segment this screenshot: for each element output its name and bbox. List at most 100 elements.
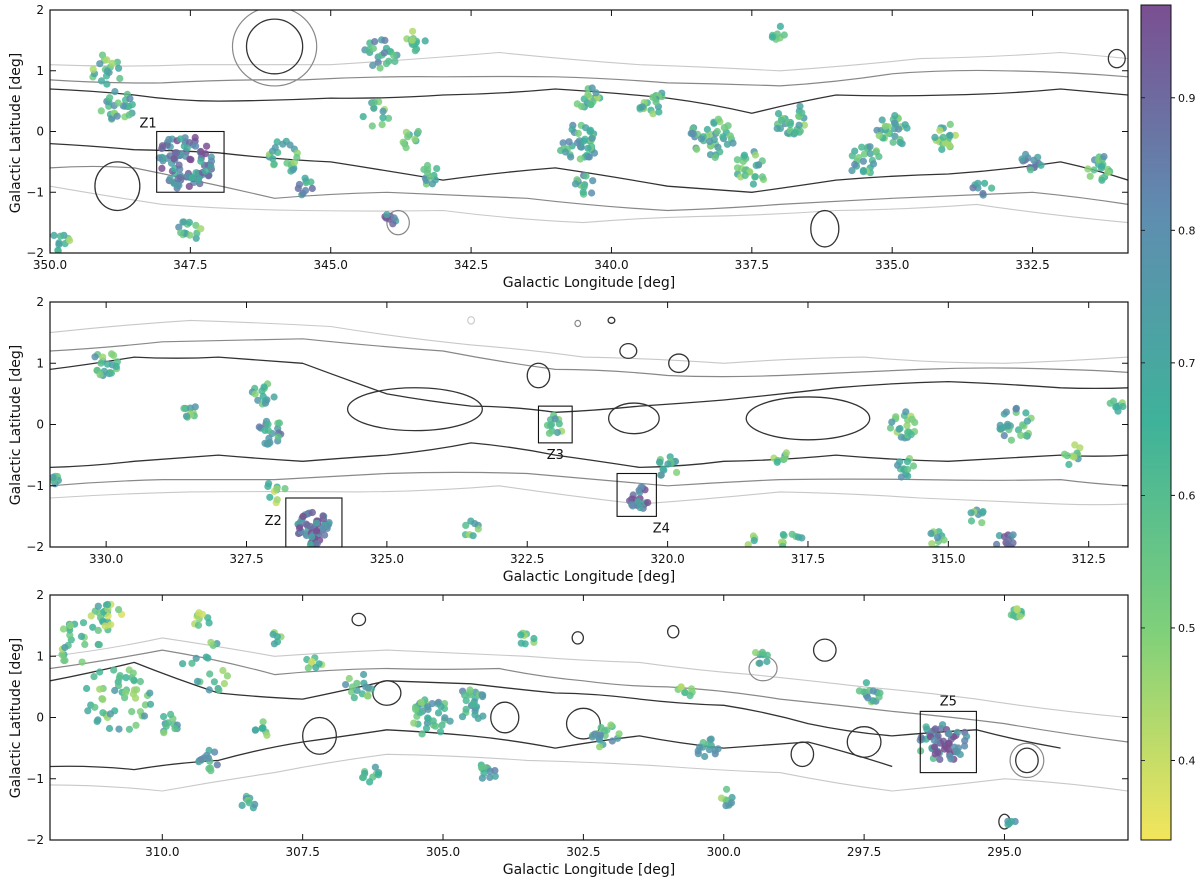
colorbar-tick-label: 0.9 xyxy=(1178,92,1196,105)
source-point xyxy=(293,153,301,162)
source-cluster xyxy=(294,508,333,547)
source-point xyxy=(859,166,868,175)
source-point xyxy=(744,541,752,547)
source-point xyxy=(993,540,1001,547)
source-point xyxy=(936,755,944,764)
source-point xyxy=(106,369,114,377)
contour-blob xyxy=(668,353,690,374)
x-tick-label: 312.5 xyxy=(1072,552,1106,566)
source-point xyxy=(446,717,454,725)
source-point xyxy=(607,721,615,729)
source-cluster xyxy=(264,480,289,507)
source-point xyxy=(592,89,600,97)
source-point xyxy=(800,121,809,129)
source-point xyxy=(93,717,101,726)
source-point xyxy=(115,606,123,614)
source-point xyxy=(693,145,701,153)
source-point xyxy=(897,473,906,481)
source-point xyxy=(342,681,350,689)
source-point xyxy=(638,103,647,111)
source-point xyxy=(946,141,954,150)
source-point xyxy=(402,144,410,152)
source-point xyxy=(961,742,969,750)
y-axis-label: Galactic Latitude [deg] xyxy=(8,345,24,506)
source-point xyxy=(179,660,187,668)
source-point xyxy=(182,412,191,420)
source-point xyxy=(681,688,689,697)
source-point xyxy=(909,462,918,470)
source-point xyxy=(409,27,417,35)
source-point xyxy=(404,133,412,141)
source-point xyxy=(462,697,470,705)
source-point xyxy=(122,689,130,697)
source-point xyxy=(408,36,416,44)
contour-blob xyxy=(346,387,483,432)
source-point xyxy=(261,426,269,434)
source-cluster xyxy=(420,161,441,188)
contour-line xyxy=(50,471,1128,487)
source-point xyxy=(578,102,586,111)
source-cluster xyxy=(752,648,771,667)
source-point xyxy=(188,174,197,182)
source-point xyxy=(54,246,62,253)
contour-blob xyxy=(526,362,551,389)
source-point xyxy=(380,49,388,57)
source-point xyxy=(588,84,596,92)
source-point xyxy=(967,517,976,525)
source-point xyxy=(956,750,964,759)
source-point xyxy=(273,633,281,641)
source-point xyxy=(458,713,467,721)
source-point xyxy=(917,734,925,742)
source-point xyxy=(192,169,200,177)
source-point xyxy=(259,392,267,400)
source-point xyxy=(318,524,326,533)
source-point xyxy=(902,408,910,416)
x-tick-label: 300.0 xyxy=(707,845,741,859)
source-point xyxy=(103,56,111,64)
source-point xyxy=(551,415,559,423)
colorbar: 0.4 0.5 0.6 0.7 0.8 0.9 xyxy=(1140,4,1196,841)
source-point xyxy=(795,533,803,541)
source-point xyxy=(205,619,213,627)
source-point xyxy=(175,181,183,189)
source-point xyxy=(273,496,281,504)
source-point xyxy=(780,455,788,463)
source-point xyxy=(289,166,297,174)
source-point xyxy=(114,99,122,107)
contour-blob xyxy=(94,161,141,212)
source-point xyxy=(215,686,223,694)
source-cluster xyxy=(91,350,121,379)
source-point xyxy=(136,677,144,686)
panel-1: Z1 350.0 347.5 345.0 342.5 340.0 337.5 335.0 332… xyxy=(8,3,1129,291)
source-point xyxy=(466,686,474,694)
source-point xyxy=(480,769,488,777)
source-point xyxy=(313,527,321,535)
source-point xyxy=(366,778,374,786)
source-point xyxy=(269,155,277,163)
source-point xyxy=(382,60,390,68)
source-point xyxy=(1007,436,1016,444)
source-point xyxy=(263,731,271,739)
y-tick-label: −2 xyxy=(26,246,44,260)
source-point xyxy=(974,179,982,187)
source-point xyxy=(486,773,494,782)
y-tick-label: 1 xyxy=(36,649,44,663)
source-cluster xyxy=(969,179,996,199)
source-point xyxy=(751,151,760,159)
source-point xyxy=(961,737,969,745)
source-point xyxy=(210,678,218,686)
source-cluster xyxy=(557,121,599,163)
zoom-box-z2 xyxy=(285,497,343,548)
source-point xyxy=(591,730,599,738)
source-point xyxy=(469,700,477,708)
source-point xyxy=(637,483,645,491)
source-point xyxy=(95,641,103,649)
contour-blob xyxy=(810,209,840,248)
source-cluster xyxy=(461,517,482,540)
source-point xyxy=(848,167,856,175)
source-point xyxy=(61,643,69,652)
source-point xyxy=(478,764,486,772)
source-point xyxy=(183,144,191,152)
contour-blob xyxy=(748,655,778,682)
y-tick-label: 0 xyxy=(36,125,44,139)
